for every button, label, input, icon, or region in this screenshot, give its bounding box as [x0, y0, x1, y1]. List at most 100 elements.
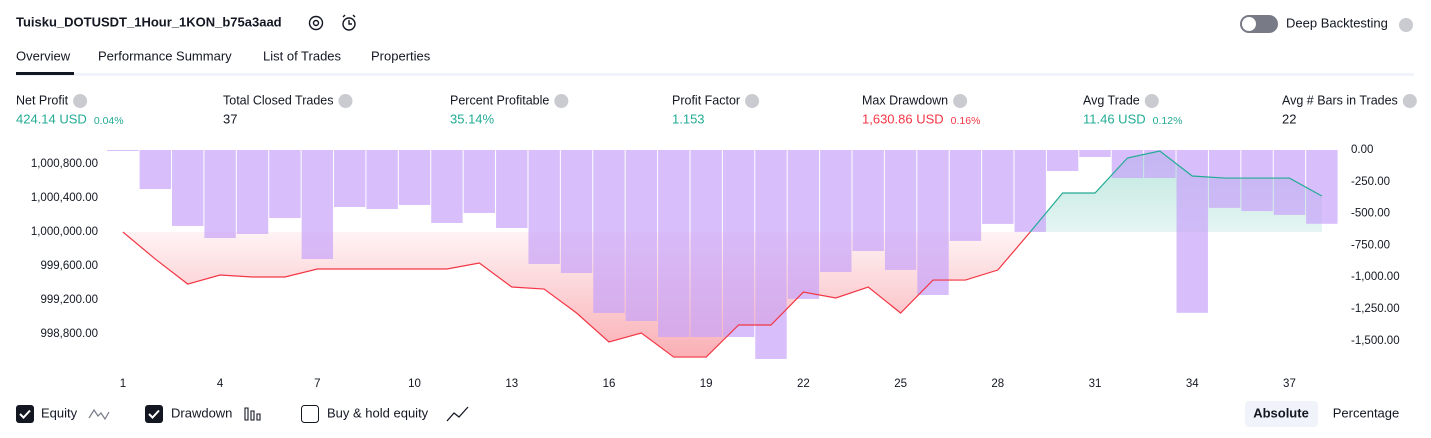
metric-pct: 0.12% [1153, 115, 1183, 127]
x-tick-label: 10 [408, 378, 421, 390]
checkbox[interactable] [16, 405, 34, 423]
legend-icon [446, 406, 469, 422]
y2-tick-label: -1,000.00 [1351, 271, 1400, 283]
tab[interactable]: Properties [371, 48, 431, 63]
drawdown-bar [982, 150, 1014, 224]
drawdown-bar [820, 150, 852, 272]
drawdown-bar [560, 150, 593, 274]
metric-label: Avg Trade [1083, 93, 1140, 107]
y-tick-label: 999,600.00 [40, 260, 98, 272]
y2-tick-label: 0.00 [1351, 144, 1373, 156]
info-icon [1402, 94, 1417, 108]
x-tick-label: 16 [603, 378, 616, 390]
metric-label: Percent Profitable [450, 93, 549, 107]
drawdown-bar [204, 150, 236, 239]
drawdown-bar [236, 150, 269, 234]
drawdown-bar [107, 150, 139, 151]
metric-pct: 0.04% [94, 115, 124, 127]
button[interactable]: Absolute [1253, 405, 1309, 420]
x-tick-label: 31 [1089, 378, 1102, 390]
tab[interactable]: Performance Summary [98, 48, 232, 63]
drawdown-bar [139, 150, 172, 190]
drawdown-bar [1014, 150, 1046, 232]
x-tick-label: 28 [991, 378, 1004, 390]
drawdown-bar [1306, 150, 1338, 224]
legend-icon [244, 407, 261, 421]
drawdown-bar [722, 150, 755, 337]
strategy-title: Tuisku_DOTUSDT_1Hour_1KON_b75a3aad [16, 14, 282, 29]
metric-pct: 0.16% [951, 115, 981, 127]
drawdown-bar [172, 150, 204, 226]
y-tick-label: 999,200.00 [40, 294, 98, 306]
metric-label: Avg # Bars in Trades [1282, 93, 1398, 107]
drawdown-bar [334, 150, 366, 207]
button[interactable]: Percentage [1333, 405, 1400, 420]
info-icon [73, 94, 88, 108]
drawdown-bar [625, 150, 658, 321]
x-tick-label: 37 [1283, 378, 1296, 390]
metric-label: Total Closed Trades [223, 93, 333, 107]
drawdown-bar [528, 150, 560, 264]
info-icon [554, 94, 569, 108]
drawdown-bar [269, 150, 301, 219]
equity-area [122, 151, 1322, 358]
x-tick-label: 7 [314, 378, 320, 390]
metric-label: Profit Factor [672, 93, 740, 107]
drawdown-bar [496, 150, 528, 228]
info-icon [953, 94, 968, 108]
chart: 998,800.00 999,200.00 999,600.00 1,000,000.… [31, 144, 1400, 390]
drawdown-bar [658, 150, 690, 337]
legend-label: Drawdown [171, 405, 232, 420]
help-icon[interactable] [1399, 18, 1413, 32]
legend: Equity Drawdown Buy & hold equity [16, 405, 469, 423]
drawdown-bar [1111, 150, 1144, 178]
drawdown-bar [755, 150, 787, 359]
metric-label: Net Profit [16, 93, 69, 107]
metric-value: 11.46 USD [1083, 111, 1146, 126]
x-tick-label: 13 [505, 378, 518, 390]
tab[interactable]: List of Trades [263, 48, 342, 63]
metrics: Net Profit 424.14 USD 0.04% Total Closed Tr… [16, 93, 1417, 127]
x-tick-label: 22 [797, 378, 810, 390]
check [148, 409, 160, 419]
drawdown-bar [852, 150, 884, 252]
drawdown-bar [1273, 150, 1306, 215]
metric-value: 1.153 [672, 111, 705, 126]
y2-tick-label: -1,500.00 [1351, 335, 1400, 347]
y2-tick-label: -1,250.00 [1351, 303, 1400, 315]
alert-icon[interactable] [342, 14, 356, 31]
drawdown-bar [690, 150, 722, 337]
drawdown-bar [366, 150, 398, 210]
x-tick-label: 1 [120, 378, 126, 390]
drawdown-bar [301, 150, 334, 260]
drawdown-bar [1208, 150, 1241, 208]
y-tick-label: 1,000,000.00 [31, 226, 98, 238]
drawdown-bar [884, 150, 917, 270]
x-tick-label: 4 [217, 378, 224, 390]
checkbox[interactable] [145, 405, 163, 423]
tab[interactable]: Overview [16, 48, 71, 63]
y-tick-label: 1,000,800.00 [31, 158, 98, 170]
drawdown-bar [1079, 150, 1111, 157]
metric-value: 1,630.86 USD [862, 111, 944, 126]
checkbox[interactable] [301, 405, 319, 423]
metric-value: 37 [223, 111, 237, 126]
button-bg[interactable] [1245, 401, 1318, 427]
drawdown-bar [431, 150, 463, 224]
settings-icon[interactable] [308, 15, 324, 31]
drawdown-bar [1241, 150, 1273, 212]
x-tick-label: 34 [1186, 378, 1199, 390]
info-icon [1144, 94, 1159, 108]
y2-tick-label: -500.00 [1351, 208, 1390, 220]
y2-tick-label: -250.00 [1351, 176, 1390, 188]
drawdown-bar [1176, 150, 1208, 313]
equity-line [122, 150, 1323, 358]
check [19, 409, 31, 419]
drawdown-bar [917, 150, 949, 296]
metric-value: 35.14% [450, 111, 495, 126]
deep-backtesting-toggle[interactable] [1240, 15, 1278, 33]
drawdown-bar [1144, 150, 1176, 178]
legend-label: Buy & hold equity [327, 405, 429, 420]
y-tick-label: 1,000,400.00 [31, 192, 98, 204]
